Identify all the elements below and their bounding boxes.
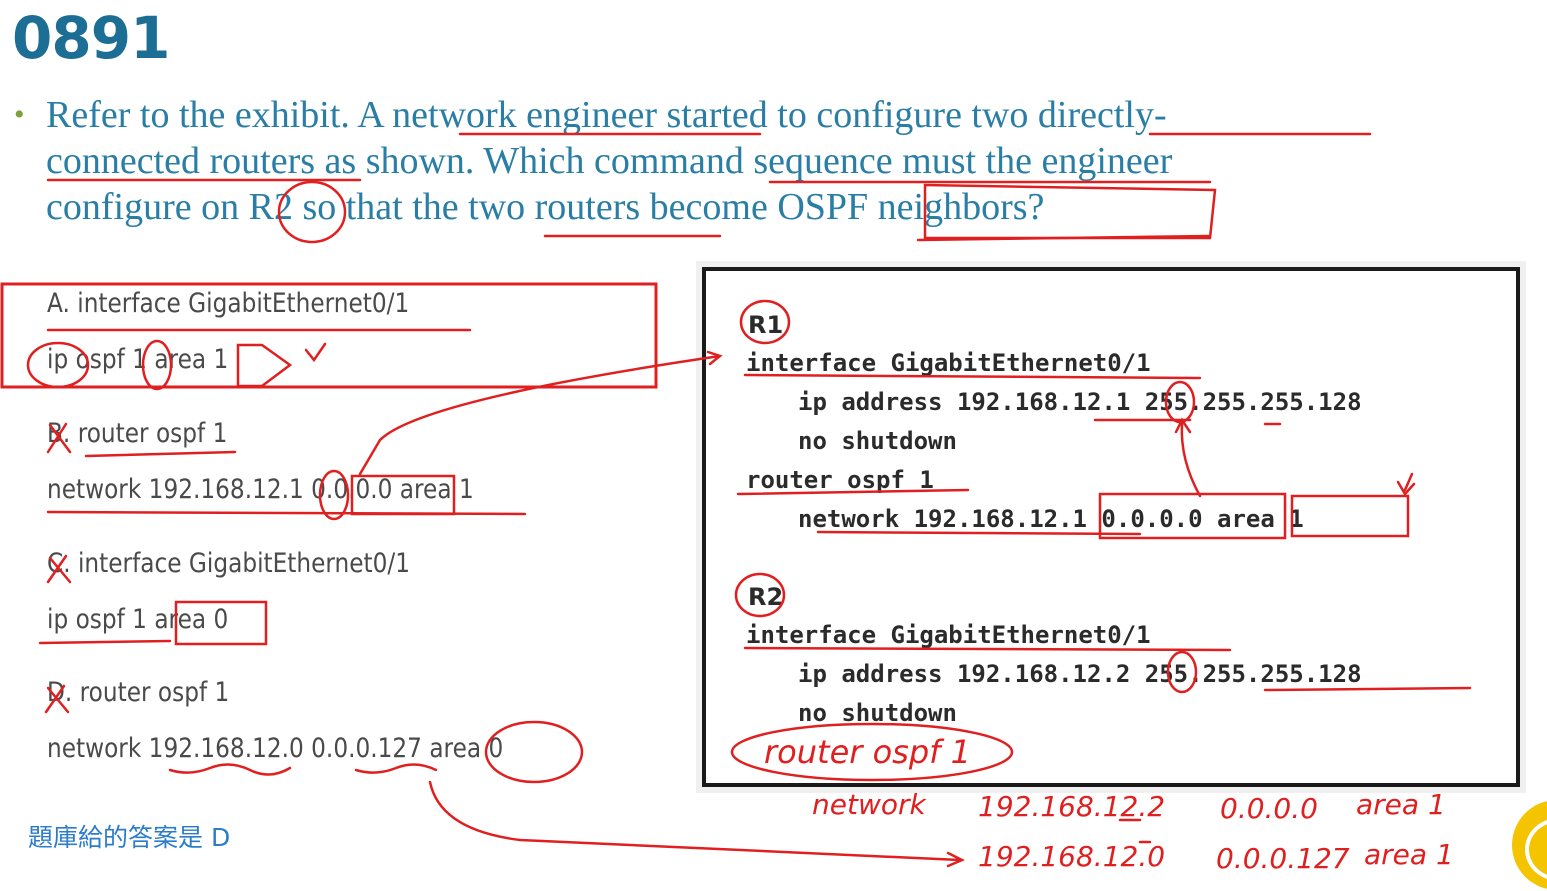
handwritten-wildcard: 0.0.0.127 [1216, 842, 1350, 875]
r1-label: R1 [748, 311, 784, 339]
exhibit-panel: R1 interface GigabitEthernet0/1 ip addre… [702, 267, 1520, 787]
handwritten-ip: 192.168.12.0 [978, 840, 1166, 873]
annotation-underline [916, 234, 1212, 242]
option-b-line1: B. router ospf 1 [47, 418, 228, 449]
annotation-underline [354, 763, 438, 774]
option-c-line2: ip ospf 1 area 0 [47, 604, 229, 635]
annotation-underline [46, 510, 527, 516]
option-d-line1: D. router ospf 1 [47, 677, 230, 708]
r1-config-line: router ospf 1 [746, 466, 934, 494]
annotation-underline [168, 763, 292, 776]
annotation-check [304, 342, 327, 363]
annotation-arrow [358, 350, 723, 476]
handwritten-network-word: network [812, 788, 926, 821]
question-line: connected routers as shown. Which comman… [46, 140, 1173, 182]
r1-config-line: no shutdown [798, 427, 957, 455]
annotation-underline [84, 450, 237, 458]
handwritten-area: area 1 [1356, 788, 1446, 821]
handwritten-wildcard: 0.0.0.0 [1220, 792, 1318, 825]
answer-note: 題庫給的答案是 D [28, 823, 231, 852]
option-a-line2: ip ospf 1 area 1 [47, 344, 229, 375]
r1-config-line: ip address 192.168.12.1 255.255.255.128 [798, 388, 1362, 416]
question-text: • Refer to the exhibit. A network engine… [14, 92, 1414, 230]
r1-config-line: network 192.168.12.1 0.0.0.0 area 1 [798, 505, 1304, 533]
bullet-icon: • [14, 98, 25, 131]
option-d-line2: network 192.168.12.0 0.0.0.127 area 0 [47, 733, 504, 764]
option-b-line2: network 192.168.12.1 0.0.0.0 area 1 [47, 474, 474, 505]
question-line: configure on R2 so that the two routers … [46, 186, 1045, 228]
annotation-underline [38, 639, 172, 645]
handwritten-router-ospf: router ospf 1 [764, 733, 971, 771]
r2-config-line: no shutdown [798, 699, 957, 727]
handwritten-area: area 1 [1364, 838, 1454, 871]
question-line: Refer to the exhibit. A network engineer… [46, 94, 1167, 136]
option-a-line1: A. interface GigabitEthernet0/1 [47, 288, 410, 319]
r2-label: R2 [748, 583, 784, 611]
r2-config-line: ip address 192.168.12.2 255.255.255.128 [798, 660, 1362, 688]
option-c-line1: C. interface GigabitEthernet0/1 [47, 548, 411, 579]
r1-config-line: interface GigabitEthernet0/1 [746, 349, 1151, 377]
question-number: 0891 [12, 4, 170, 72]
handwritten-ip: 192.168.12.2 [978, 790, 1166, 823]
annotation-box [236, 343, 293, 388]
r2-config-line: interface GigabitEthernet0/1 [746, 621, 1151, 649]
